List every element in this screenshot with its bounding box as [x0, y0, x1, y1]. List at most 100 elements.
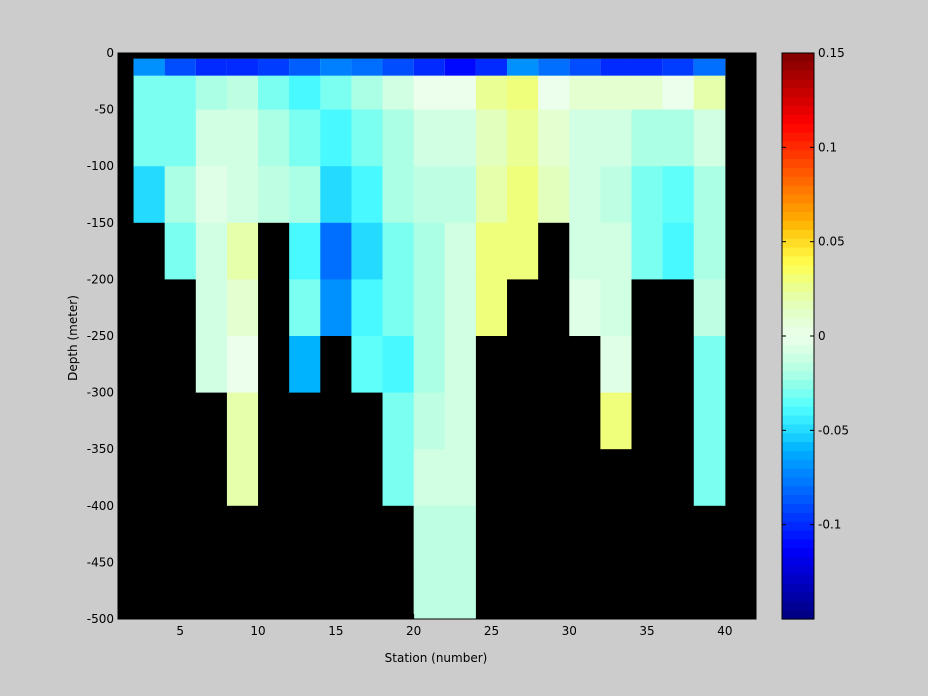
y-tick-label: -300 — [87, 386, 114, 400]
colorbar-segment — [782, 159, 814, 169]
colorbar-segment — [782, 512, 814, 523]
heatmap-cell — [320, 562, 352, 620]
colorbar-segment — [782, 176, 814, 187]
surface-layer-cell — [195, 58, 228, 76]
colorbar-segment — [782, 229, 814, 240]
heatmap-cell — [600, 166, 633, 224]
heatmap-cell — [413, 336, 446, 394]
colorbar-segment — [782, 344, 814, 355]
heatmap-cell — [133, 505, 166, 563]
heatmap-cell — [413, 109, 446, 167]
heatmap-cell — [475, 505, 508, 563]
colorbar-segment — [782, 327, 814, 337]
heatmap-cell — [662, 449, 695, 507]
heatmap-cell — [289, 279, 321, 337]
colorbar-segment — [782, 256, 814, 266]
colorbar-segment — [782, 486, 814, 496]
colorbar-tick-label: -0.1 — [818, 518, 841, 532]
colorbar-segment — [782, 70, 814, 81]
heatmap-cell — [226, 279, 259, 337]
colorbar-segment — [782, 309, 814, 319]
colorbar-segment — [782, 459, 814, 470]
colorbar-segment — [782, 433, 814, 443]
colorbar: 0.15 0.1 0.05 0 -0.05 -0.1 — [781, 46, 849, 620]
heatmap-cell — [382, 449, 415, 507]
heatmap-cell — [444, 336, 477, 394]
surface-layer-cell — [289, 58, 321, 76]
heatmap-cell — [413, 392, 446, 450]
heatmap-cell — [693, 109, 726, 167]
heatmap-cell — [195, 222, 228, 280]
heatmap-cell — [133, 166, 166, 224]
heatmap-cell — [631, 505, 664, 563]
heatmap-cell — [382, 336, 415, 394]
heatmap-cell — [164, 449, 197, 507]
heatmap-cell — [662, 562, 695, 620]
heatmap-cell — [226, 562, 259, 620]
heatmap-cell — [351, 392, 384, 450]
heatmap-cell — [475, 279, 508, 337]
heatmap-cell — [195, 166, 228, 224]
surface-layer-cell — [320, 58, 352, 76]
colorbar-segment — [782, 406, 814, 417]
colorbar-segment — [782, 450, 814, 461]
colorbar-tick-label: 0.15 — [818, 46, 845, 60]
heatmap-cell — [662, 279, 695, 337]
heatmap-cell — [444, 505, 477, 563]
heatmap-cell — [538, 562, 570, 620]
colorbar-segment — [782, 380, 814, 390]
x-tick-label: 30 — [562, 624, 577, 638]
heatmap-cell — [538, 222, 570, 280]
heatmap-cell — [289, 449, 321, 507]
colorbar-segment — [782, 150, 814, 160]
heatmap-cell — [569, 505, 601, 563]
heatmap-cell — [662, 222, 695, 280]
y-tick-label: -250 — [87, 329, 114, 343]
heatmap-cell — [258, 222, 290, 280]
colorbar-segment — [782, 53, 814, 63]
y-tick-label: -400 — [87, 499, 114, 513]
heatmap-cell — [662, 505, 695, 563]
heatmap-cell — [164, 336, 197, 394]
heatmap-cell — [507, 279, 539, 337]
heatmap-cell — [631, 109, 664, 167]
x-tick-label: 10 — [250, 624, 265, 638]
heatmap-cell — [258, 505, 290, 563]
colorbar-segment — [782, 548, 814, 558]
heatmap-cell — [507, 562, 539, 620]
heatmap-cell — [226, 392, 259, 450]
colorbar-tick-label: 0 — [818, 329, 826, 343]
colorbar-segment — [782, 265, 814, 275]
colorbar-segment — [782, 557, 814, 567]
colorbar-segment — [782, 61, 814, 72]
heatmap-plot — [118, 53, 756, 620]
x-tick-label: 15 — [328, 624, 343, 638]
colorbar-segment — [782, 167, 814, 178]
heatmap-cell — [600, 505, 633, 563]
heatmap-cell — [475, 449, 508, 507]
colorbar-segment — [782, 336, 814, 346]
heatmap-cell — [475, 336, 508, 394]
heatmap-cell — [320, 392, 352, 450]
colorbar-segment — [782, 79, 814, 89]
y-tick-label: -100 — [87, 159, 114, 173]
heatmap-cell — [538, 166, 570, 224]
heatmap-cell — [631, 222, 664, 280]
heatmap-cell — [320, 279, 352, 337]
heatmap-cell — [507, 449, 539, 507]
heatmap-cell — [258, 562, 290, 620]
colorbar-segment — [782, 539, 814, 549]
heatmap-cell — [195, 109, 228, 167]
heatmap-cell — [538, 449, 570, 507]
colorbar-segment — [782, 97, 814, 107]
colorbar-segment — [782, 521, 814, 532]
heatmap-cell — [631, 336, 664, 394]
surface-layer-cell — [693, 58, 726, 76]
colorbar-segment — [782, 592, 814, 602]
heatmap-cell — [258, 166, 290, 224]
heatmap-cell — [382, 505, 415, 563]
surface-layer-cell — [413, 58, 446, 76]
y-tick-label: -450 — [87, 555, 114, 569]
heatmap-cell — [258, 279, 290, 337]
heatmap-cell — [600, 222, 633, 280]
